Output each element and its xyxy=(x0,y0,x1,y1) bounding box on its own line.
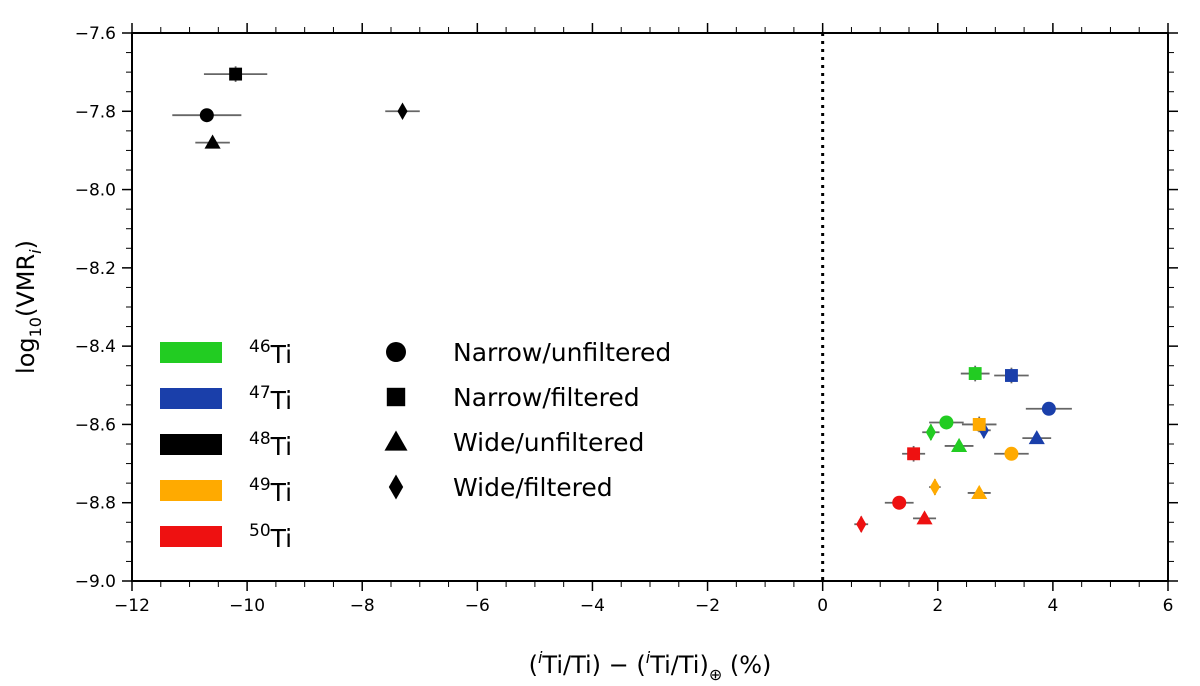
data-point-50-square xyxy=(902,445,926,462)
data-point-47-square xyxy=(994,367,1029,384)
point-marker xyxy=(971,484,988,499)
legend-isotope-label: 49Ti xyxy=(249,475,292,507)
y-tick-label: −8.0 xyxy=(75,181,116,201)
legend-isotopes: 46Ti 47Ti 48Ti 49Ti 50Ti xyxy=(160,337,292,553)
x-tick-label: 6 xyxy=(1163,596,1174,616)
point-marker xyxy=(929,478,940,496)
point-marker xyxy=(856,515,867,533)
point-marker xyxy=(1004,446,1019,461)
data-point-47-circle xyxy=(1025,401,1072,416)
legend-isotope-46: 46Ti xyxy=(160,337,292,369)
legend-isotope-label: 46Ti xyxy=(249,337,292,369)
data-point-46-square xyxy=(960,365,990,382)
x-tick-label: 4 xyxy=(1047,596,1058,616)
legend-marker xyxy=(384,430,408,451)
point-marker xyxy=(229,67,243,81)
legend-swatch xyxy=(160,342,222,363)
y-tick-label: −8.6 xyxy=(75,415,116,435)
point-marker xyxy=(204,134,221,149)
legend-swatch xyxy=(160,526,222,547)
point-marker xyxy=(199,108,214,123)
point-marker xyxy=(916,510,933,525)
data-point-48-square xyxy=(203,66,268,82)
data-point-47-triangle xyxy=(1022,430,1052,445)
x-tick-label: −10 xyxy=(229,596,265,616)
legend-method-label: Narrow/unfiltered xyxy=(453,338,671,367)
data-point-48-diamond xyxy=(385,102,420,121)
data-point-48-circle xyxy=(172,108,242,123)
data-point-46-triangle xyxy=(944,437,974,452)
legend-isotope-label: 48Ti xyxy=(249,429,292,461)
x-tick-label: −4 xyxy=(580,596,605,616)
legend-isotope-49: 49Ti xyxy=(160,475,292,507)
x-axis-title: (iTi/Ti) − (iTi/Ti)⊕ (%) xyxy=(529,648,772,684)
y-tick-label: −9.0 xyxy=(75,572,116,592)
point-marker xyxy=(892,495,907,510)
data-point-46-diamond xyxy=(922,423,940,442)
data-point-48-triangle xyxy=(195,134,230,149)
x-tick-label: −12 xyxy=(114,596,150,616)
point-marker xyxy=(972,417,986,431)
data-point-49-square xyxy=(961,416,997,433)
legend-marker xyxy=(386,342,406,362)
legend-marker xyxy=(388,474,404,500)
y-tick-label: −7.8 xyxy=(75,102,116,122)
legend-swatch xyxy=(160,388,222,409)
x-tick-label: −6 xyxy=(465,596,490,616)
y-tick-label: −8.8 xyxy=(75,494,116,514)
data-point-49-triangle xyxy=(967,484,991,499)
point-marker xyxy=(907,447,921,461)
legend-method-square: Narrow/filtered xyxy=(386,383,640,412)
data-point-46-circle xyxy=(929,415,964,430)
data-point-50-triangle xyxy=(913,510,937,525)
legend-method-triangle: Wide/unfiltered xyxy=(384,428,644,457)
legend-method-label: Wide/unfiltered xyxy=(453,428,644,457)
x-tick-label: −2 xyxy=(695,596,720,616)
data-point-49-diamond xyxy=(929,478,941,496)
point-marker xyxy=(951,437,968,452)
legend-isotope-47: 47Ti xyxy=(160,383,292,415)
x-tick-label: 2 xyxy=(932,596,943,616)
ticks-layer: −12 −10 −8 −6 −4 −2 0 2 4 6 −9.0 −8.8 −8.6 −8.4 −8.2 −8… xyxy=(75,23,1178,616)
legend-swatch xyxy=(160,480,222,501)
x-tick-label: 0 xyxy=(817,596,828,616)
legend-swatch xyxy=(160,434,222,455)
data-point-50-circle xyxy=(884,495,914,510)
point-marker xyxy=(1028,430,1045,445)
x-tick-label: −8 xyxy=(350,596,375,616)
plot-frame xyxy=(131,32,1169,582)
point-marker xyxy=(925,423,936,442)
point-marker xyxy=(1041,401,1056,416)
legend-method-circle: Narrow/unfiltered xyxy=(386,338,671,367)
legend-marker xyxy=(386,387,406,407)
legend-method-label: Narrow/filtered xyxy=(453,383,640,412)
plot-area xyxy=(132,33,1168,581)
point-marker xyxy=(397,102,408,121)
data-points-layer xyxy=(172,66,1072,533)
legend-isotope-label: 47Ti xyxy=(249,383,292,415)
legend-methods: Narrow/unfiltered Narrow/filtered Wide/unf… xyxy=(384,338,671,502)
data-point-50-diamond xyxy=(854,515,869,533)
point-marker xyxy=(939,415,954,430)
legend-method-label: Wide/filtered xyxy=(453,473,613,502)
point-marker xyxy=(1005,369,1018,382)
y-tick-label: −8.4 xyxy=(75,337,116,357)
legend-isotope-label: 50Ti xyxy=(249,521,292,553)
y-axis-title: log10(VMRi) xyxy=(12,240,45,374)
data-point-49-circle xyxy=(994,446,1029,461)
point-marker xyxy=(968,367,982,380)
legend-method-diamond: Wide/filtered xyxy=(388,473,613,502)
y-tick-label: −8.2 xyxy=(75,259,116,279)
y-tick-label: −7.6 xyxy=(75,24,116,44)
legend-isotope-48: 48Ti xyxy=(160,429,292,461)
legend-isotope-50: 50Ti xyxy=(160,521,292,553)
